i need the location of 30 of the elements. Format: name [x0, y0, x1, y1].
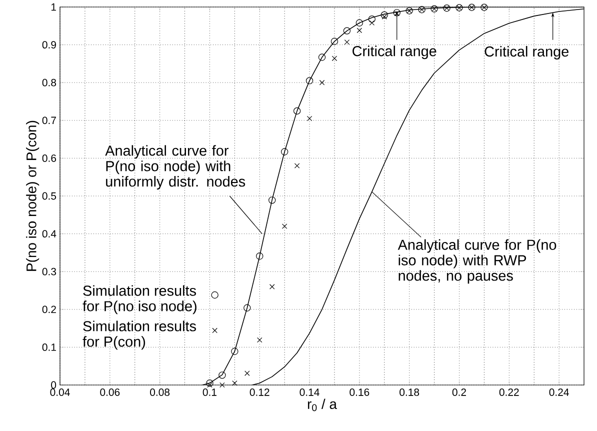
y-tick-label: 0.8: [42, 78, 56, 86]
y-tick-label: 0.7: [42, 116, 56, 124]
annotation: Critical range: [484, 46, 568, 60]
y-axis-title: P(no iso node) or P(con): [26, 120, 40, 271]
x-axis-title: r$_{0}$ / a: [308, 398, 337, 412]
y-tick-label: 0.9: [42, 41, 56, 49]
y-tick-label: 0.5: [42, 192, 56, 200]
x-tick-label: 0.22: [499, 388, 519, 396]
x-tick-label: 0.14: [300, 388, 320, 396]
y-tick-label: 0.3: [42, 268, 56, 276]
annotation: Analytical curve for P(no iso node) with RWP nodes, no pauses: [398, 239, 556, 284]
x-tick-label: 0.18: [400, 388, 420, 396]
x-tick-label: 0.24: [549, 388, 569, 396]
x-tick-label: 0.16: [350, 388, 370, 396]
x-tick-label: 0.12: [250, 388, 270, 396]
y-tick-label: 0.4: [42, 230, 56, 238]
x-tick-label: 0.2: [452, 388, 466, 396]
annotation: Critical range: [352, 46, 436, 60]
x-tick-label: 0.04: [50, 388, 70, 396]
x-tick-label: 0.06: [100, 388, 120, 396]
y-tick-label: 0.1: [42, 344, 56, 351]
legend-label: Simulation results for P(no iso node): [82, 285, 196, 314]
y-tick-label: 0.2: [42, 306, 56, 314]
annotation: Analytical curve for P(no iso node) with uniformly distr. nodes: [105, 145, 246, 190]
y-tick-label: 0: [51, 381, 56, 389]
y-tick-label: 1: [51, 3, 56, 11]
x-tick-label: 0.1: [202, 388, 216, 396]
y-tick-label: 0.6: [42, 154, 56, 162]
x-tick-label: 0.08: [150, 388, 170, 396]
legend-label: Simulation results for P(con): [82, 320, 196, 350]
